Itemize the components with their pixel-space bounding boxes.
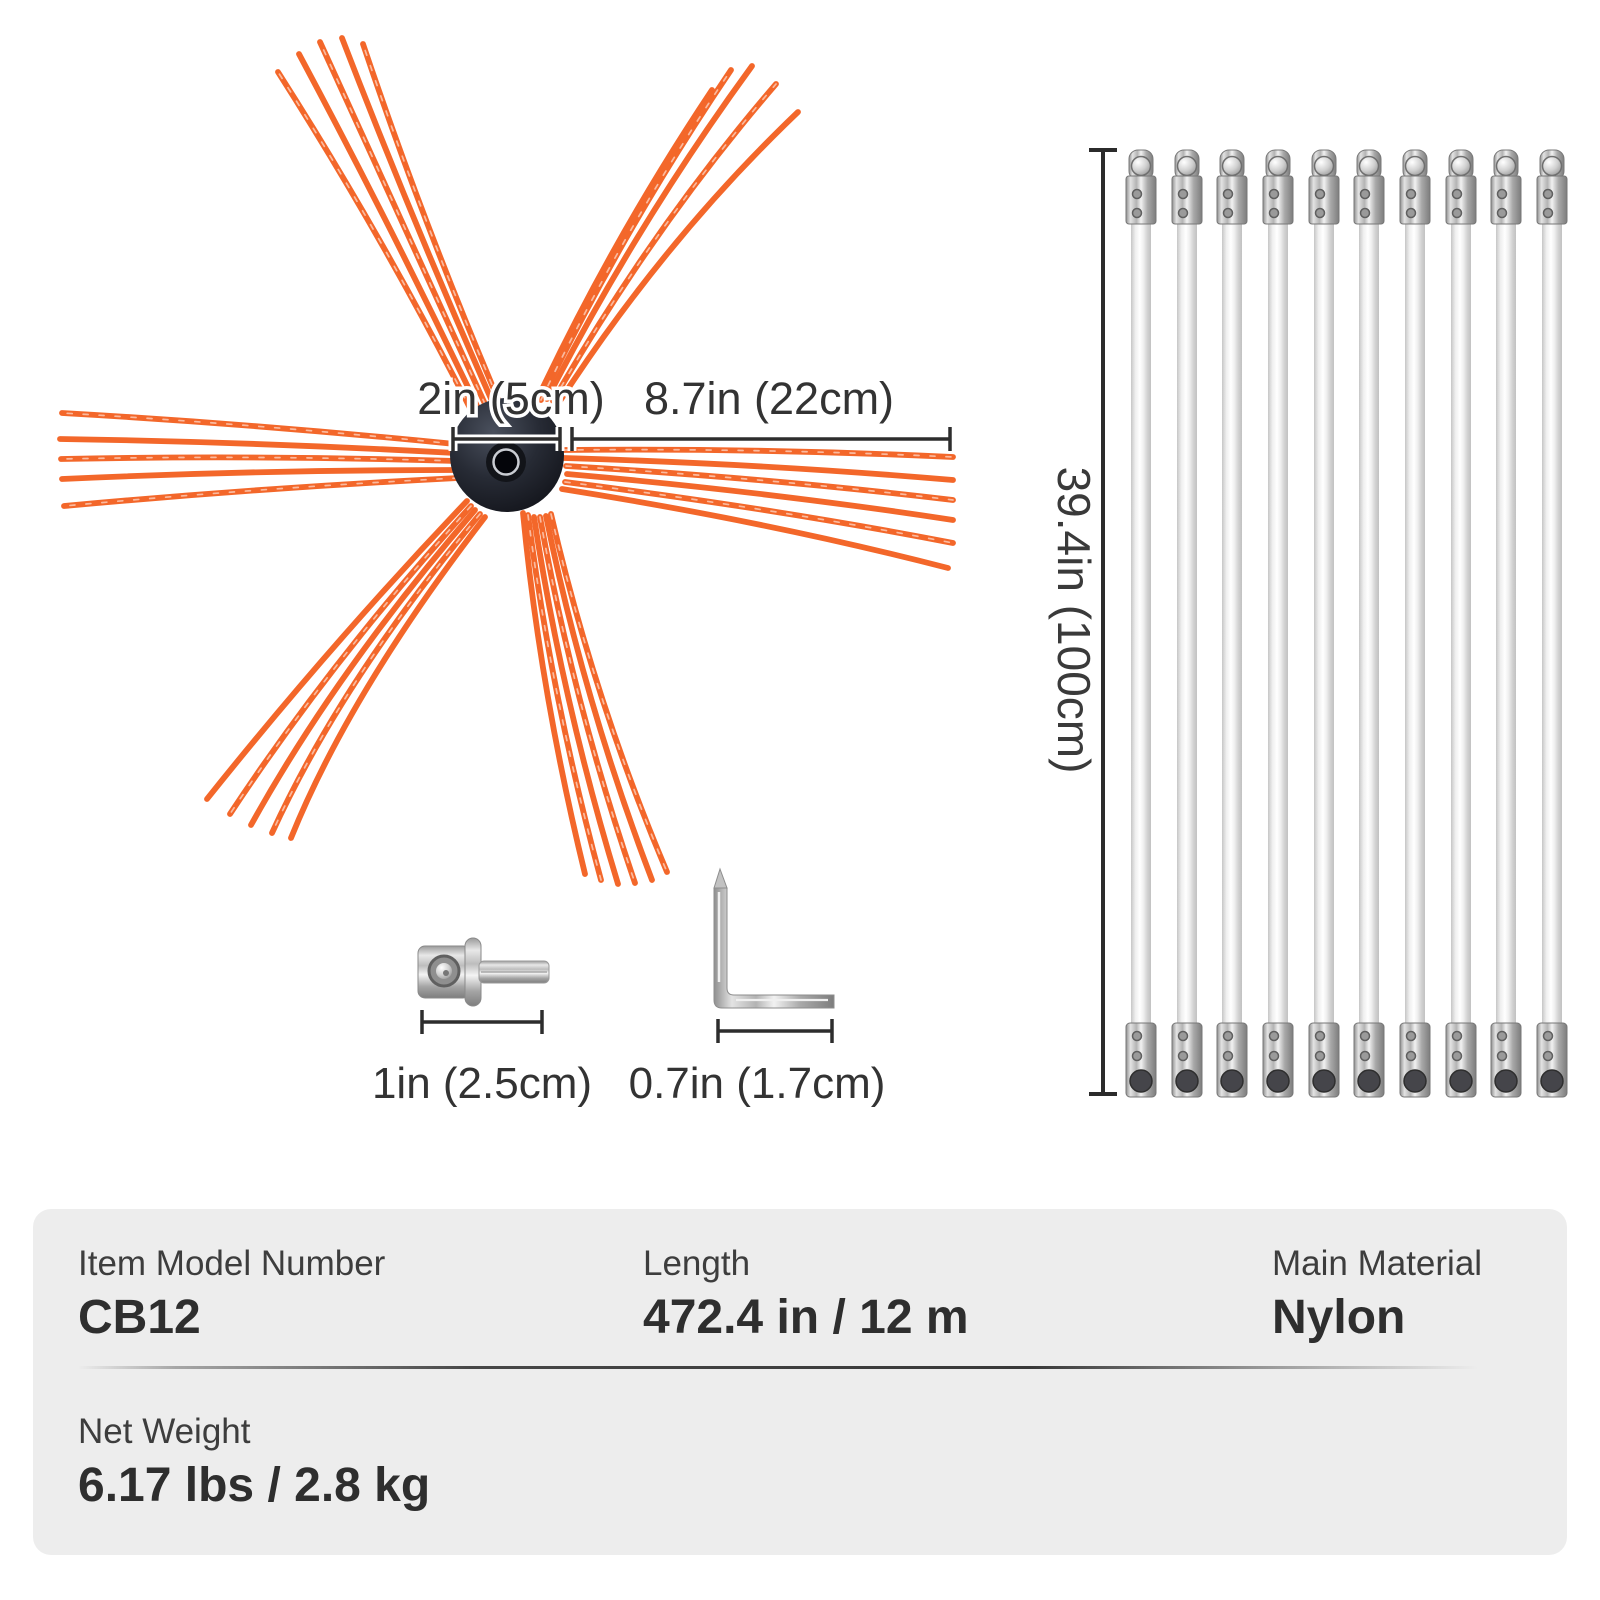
rod-dimension-line	[1089, 148, 1117, 1096]
rod	[1216, 149, 1248, 1098]
rod	[1536, 149, 1568, 1098]
spec-value-length: 472.4 in / 12 m	[643, 1291, 969, 1344]
spec-panel: Item Model Number CB12 Length 472.4 in /…	[33, 1209, 1567, 1555]
hex-key-illustration: 0.7in (1.7cm)	[629, 867, 886, 1108]
adapter-dimension-line	[420, 1010, 544, 1034]
hex-key-dimension-label: 0.7in (1.7cm)	[629, 1059, 886, 1108]
spec-item-model: Item Model Number CB12	[78, 1243, 385, 1345]
spec-divider	[78, 1366, 1478, 1369]
rod	[1308, 149, 1340, 1098]
spec-value-item-model: CB12	[78, 1291, 201, 1344]
spec-item-material: Main Material Nylon	[1272, 1243, 1482, 1345]
rod-set: 39.4in (100cm)	[1048, 148, 1568, 1098]
brush-hub	[450, 398, 564, 512]
brush-hub-dimension-label: 2in (5cm)	[417, 373, 605, 424]
spec-item-weight: Net Weight 6.17 lbs / 2.8 kg	[78, 1411, 430, 1513]
rod	[1490, 149, 1522, 1098]
spec-item-length: Length 472.4 in / 12 m	[643, 1243, 969, 1345]
rod	[1399, 149, 1431, 1098]
bristle-cluster-upper-left	[275, 35, 501, 415]
rod	[1353, 149, 1385, 1098]
bristle-twist-highlights	[60, 41, 954, 884]
spec-value-weight: 6.17 lbs / 2.8 kg	[78, 1459, 431, 1512]
brush-dimension-lines	[448, 427, 955, 451]
rod	[1171, 149, 1203, 1098]
spec-label-material: Main Material	[1272, 1244, 1483, 1283]
rod	[1262, 149, 1294, 1098]
bristle-cluster-lower-left	[204, 498, 488, 841]
rod-dimension-label: 39.4in (100cm)	[1048, 467, 1100, 774]
product-illustration: 2in (5cm) 8.7in (22cm) 1in (2.5cm) 0.7in…	[57, 35, 1568, 1108]
rod	[1125, 149, 1157, 1098]
bristle-cluster-bottom	[520, 510, 670, 887]
spec-label-item-model: Item Model Number	[78, 1244, 386, 1283]
spec-label-weight: Net Weight	[78, 1412, 251, 1451]
spec-value-material: Nylon	[1272, 1291, 1406, 1344]
rod	[1445, 149, 1477, 1098]
adapter-dimension-label: 1in (2.5cm)	[372, 1059, 592, 1108]
hex-key-dimension-line	[716, 1019, 834, 1043]
brush-bristle-dimension-label: 8.7in (22cm)	[644, 373, 894, 424]
spec-label-length: Length	[643, 1244, 751, 1283]
drill-adapter-illustration: 1in (2.5cm)	[372, 937, 592, 1108]
bristle-cluster-upper-right	[533, 63, 801, 407]
brush-illustration: 2in (5cm) 8.7in (22cm)	[57, 35, 956, 887]
